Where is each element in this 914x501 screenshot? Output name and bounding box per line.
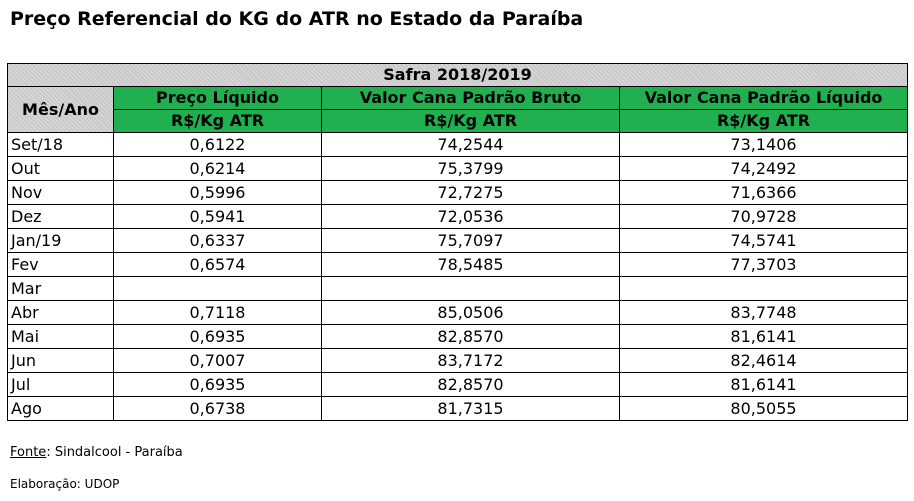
page-title: Preço Referencial do KG do ATR no Estado…: [10, 8, 584, 30]
table-row: Ago 0,6738 81,7315 80,5055: [7, 396, 909, 421]
atr-price-table: Safra 2018/2019 Mês/Ano Preço Líquido Va…: [6, 63, 909, 421]
month-cell: Jan/19: [7, 228, 114, 253]
table-row: Jul 0,6935 82,8570 81,6141: [7, 372, 909, 397]
table-row: Nov 0,5996 72,7275 71,6366: [7, 180, 909, 205]
valor-bruto-cell: 83,7172: [321, 348, 620, 373]
month-cell: Mai: [7, 324, 114, 349]
valor-bruto-cell: [321, 276, 620, 301]
month-cell: Dez: [7, 204, 114, 229]
valor-liquido-cell: 82,4614: [618, 348, 909, 373]
valor-bruto-cell: 75,3799: [321, 156, 620, 181]
valor-bruto-cell: 75,7097: [321, 228, 620, 253]
table-row: Mai 0,6935 82,8570 81,6141: [7, 324, 909, 349]
month-cell: Jul: [7, 372, 114, 397]
month-cell: Set/18: [7, 132, 114, 157]
preco-liquido-cell: 0,6574: [113, 252, 322, 277]
unit-valor-liquido: R$/Kg ATR: [618, 109, 909, 133]
prepared-by-note: Elaboração: UDOP: [10, 477, 120, 491]
valor-liquido-cell: 74,5741: [618, 228, 909, 253]
unit-preco-liquido: R$/Kg ATR: [113, 109, 322, 133]
month-cell: Nov: [7, 180, 114, 205]
valor-bruto-cell: 81,7315: [321, 396, 620, 421]
source-text: : Sindalcool - Paraíba: [46, 445, 183, 460]
column-header-row: Mês/Ano Preço Líquido Valor Cana Padrão …: [7, 86, 909, 133]
month-cell: Out: [7, 156, 114, 181]
valor-bruto-cell: 72,7275: [321, 180, 620, 205]
preco-liquido-cell: 0,6738: [113, 396, 322, 421]
month-header: Mês/Ano: [7, 86, 114, 133]
safra-title: Safra 2018/2019: [6, 63, 909, 87]
valor-liquido-cell: 70,9728: [618, 204, 909, 229]
valor-liquido-cell: 74,2492: [618, 156, 909, 181]
table-row: Mar: [7, 276, 909, 301]
valor-bruto-cell: 78,5485: [321, 252, 620, 277]
table-row: Out 0,6214 75,3799 74,2492: [7, 156, 909, 181]
valor-bruto-cell: 74,2544: [321, 132, 620, 157]
header-valor-liquido: Valor Cana Padrão Líquido: [618, 86, 909, 110]
preco-liquido-cell: 0,6337: [113, 228, 322, 253]
safra-header-row: Safra 2018/2019: [6, 63, 909, 87]
valor-liquido-cell: 81,6141: [618, 324, 909, 349]
valor-liquido-cell: 71,6366: [618, 180, 909, 205]
month-cell: Abr: [7, 300, 114, 325]
preco-liquido-cell: 0,5941: [113, 204, 322, 229]
table-row: Jun 0,7007 83,7172 82,4614: [7, 348, 909, 373]
valor-liquido-cell: 81,6141: [618, 372, 909, 397]
table-row: Abr 0,7118 85,0506 83,7748: [7, 300, 909, 325]
preco-liquido-cell: 0,7007: [113, 348, 322, 373]
preco-liquido-cell: 0,7118: [113, 300, 322, 325]
valor-bruto-cell: 72,0536: [321, 204, 620, 229]
preco-liquido-cell: 0,6935: [113, 324, 322, 349]
source-label: Fonte: [10, 445, 47, 460]
table-row: Dez 0,5941 72,0536 70,9728: [7, 204, 909, 229]
month-cell: Fev: [7, 252, 114, 277]
valor-bruto-cell: 82,8570: [321, 324, 620, 349]
preco-liquido-cell: 0,5996: [113, 180, 322, 205]
valor-liquido-cell: 83,7748: [618, 300, 909, 325]
month-cell: Ago: [7, 396, 114, 421]
month-cell: Mar: [7, 276, 114, 301]
valor-liquido-cell: [618, 276, 909, 301]
valor-bruto-cell: 82,8570: [321, 372, 620, 397]
valor-bruto-cell: 85,0506: [321, 300, 620, 325]
preco-liquido-cell: 0,6935: [113, 372, 322, 397]
unit-header-row: R$/Kg ATR R$/Kg ATR R$/Kg ATR: [8, 109, 909, 133]
preco-liquido-cell: 0,6122: [113, 132, 322, 157]
source-note: Fonte: Sindalcool - Paraíba: [10, 445, 183, 460]
month-cell: Jun: [7, 348, 114, 373]
header-valor-bruto: Valor Cana Padrão Bruto: [321, 86, 620, 110]
table-row: Jan/19 0,6337 75,7097 74,5741: [7, 228, 909, 253]
header-preco-liquido: Preço Líquido: [113, 86, 322, 110]
valor-liquido-cell: 80,5055: [618, 396, 909, 421]
preco-liquido-cell: [113, 276, 322, 301]
table-row: Set/18 0,6122 74,2544 73,1406: [7, 132, 909, 157]
valor-liquido-cell: 77,3703: [618, 252, 909, 277]
preco-liquido-cell: 0,6214: [113, 156, 322, 181]
valor-liquido-cell: 73,1406: [618, 132, 909, 157]
unit-valor-bruto: R$/Kg ATR: [321, 109, 620, 133]
table-row: Fev 0,6574 78,5485 77,3703: [7, 252, 909, 277]
